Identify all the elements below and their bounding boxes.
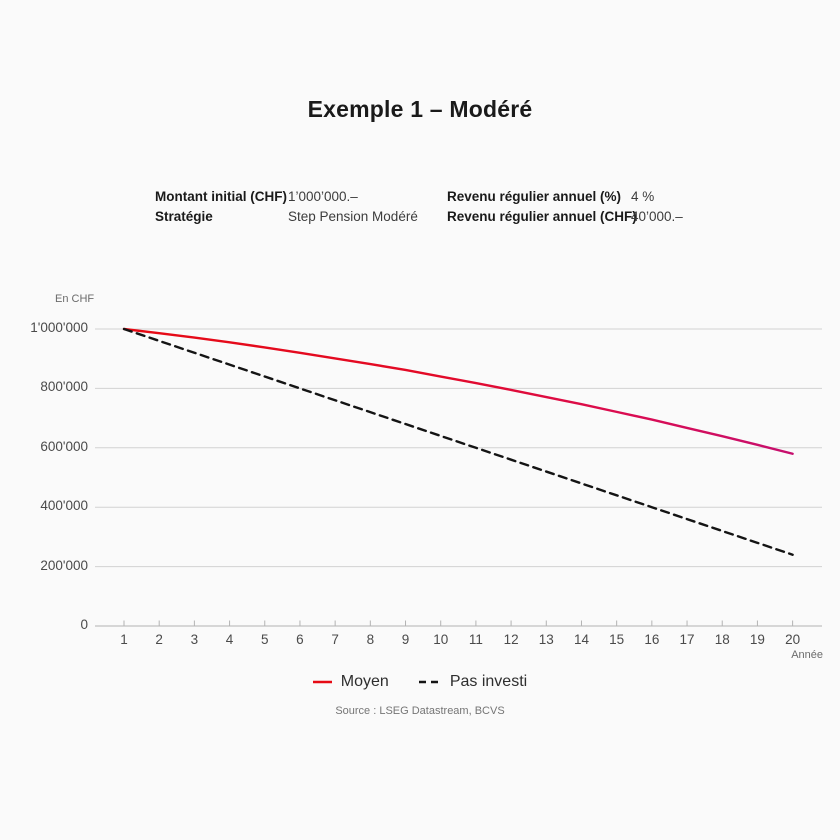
x-tick-label: 12	[503, 632, 519, 647]
x-tick-label: 19	[749, 632, 765, 647]
x-tick-label: 14	[573, 632, 589, 647]
param-value: 40’000.–	[631, 209, 683, 224]
x-axis-title: Année	[791, 649, 823, 661]
param-value: 1’000’000.–	[288, 189, 358, 204]
x-tick-label: 10	[433, 632, 449, 647]
x-tick-label: 11	[468, 632, 483, 647]
x-tick-label: 3	[190, 632, 199, 647]
param-value: Step Pension Modéré	[288, 209, 418, 224]
y-axis-unit-label: En CHF	[55, 293, 95, 305]
x-tick-label: 15	[609, 632, 625, 647]
y-tick-label: 400'000	[40, 498, 88, 514]
x-tick-label: 5	[260, 632, 269, 647]
x-tick-label: 9	[401, 632, 410, 647]
legend-label: Pas investi	[449, 673, 528, 690]
series-line-pas-investi	[122, 327, 794, 556]
x-tick-label: 20	[785, 632, 801, 647]
gridlines	[95, 328, 822, 627]
x-tick-label: 7	[331, 632, 339, 647]
param-label: Montant initial (CHF)	[155, 189, 287, 204]
series-line-moyen	[122, 327, 794, 455]
page-title: Exemple 1 – Modéré	[307, 96, 533, 122]
y-tick-label: 200'000	[40, 557, 88, 573]
param-label: Revenu régulier annuel (%)	[447, 189, 622, 204]
param-value: 4 %	[631, 189, 655, 204]
x-tick-label: 18	[714, 632, 730, 647]
legend-item-moyen: Moyen	[312, 673, 389, 691]
y-tick-label: 1'000'000	[30, 320, 88, 335]
x-tick-label: 4	[225, 632, 234, 647]
x-tick-label: 16	[644, 632, 660, 647]
x-tick-label: 6	[296, 632, 304, 647]
source-caption: Source : LSEG Datastream, BCVS	[335, 705, 505, 717]
x-tick-label: 17	[679, 632, 695, 647]
x-tick-label: 8	[366, 632, 375, 647]
x-tick-label: 1	[120, 632, 128, 647]
y-tick-label: 0	[80, 617, 88, 632]
x-tick-label: 2	[155, 632, 163, 647]
x-tick-label: 13	[538, 632, 554, 647]
param-label: Stratégie	[155, 209, 213, 224]
y-tick-label: 800'000	[40, 379, 88, 395]
param-label: Revenu régulier annuel (CHF)	[447, 209, 637, 224]
solid-line-swatch-icon	[312, 680, 332, 684]
legend-label: Moyen	[340, 673, 389, 690]
legend-item-pas-investi: Pas investi	[418, 673, 528, 691]
dashed-line-swatch-icon	[418, 680, 441, 684]
y-tick-label: 600'000	[40, 438, 88, 454]
data-series	[122, 327, 794, 556]
axis-ticks	[123, 620, 794, 627]
parameters-table: Montant initial (CHF) 1’000’000.– Revenu…	[155, 187, 683, 227]
chart-legend: Moyen Pas investi	[0, 673, 840, 691]
